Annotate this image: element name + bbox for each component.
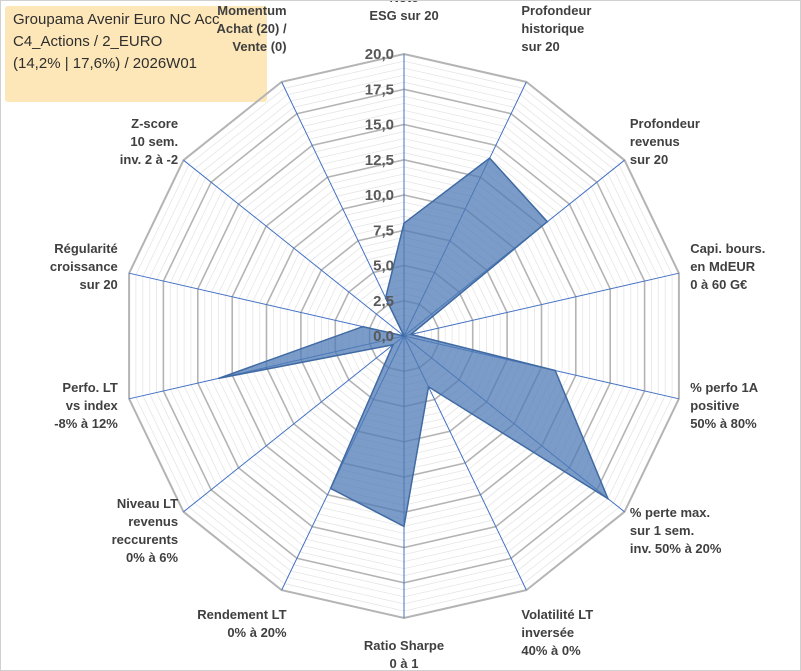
category-label-line: 50% à 80% <box>690 416 757 431</box>
category-label-line: 0% à 6% <box>126 550 178 565</box>
category-label-line: Niveau LT <box>117 496 178 511</box>
category-label-line: sur 1 sem. <box>630 523 694 538</box>
fund-category: C4_Actions / 2_EURO <box>13 33 163 50</box>
series-area <box>218 157 610 528</box>
category-label-line: Profondeur <box>630 116 700 131</box>
category-label-line: sur 20 <box>521 39 559 54</box>
category-label-line: Vente (0) <box>232 39 286 54</box>
category-label-line: 40% à 0% <box>521 643 581 658</box>
category-label-line: revenus <box>128 514 178 529</box>
category-label-line: 0% à 20% <box>227 625 287 640</box>
category-label-2: Profondeur revenus sur 20 <box>630 116 700 167</box>
category-label-line: Perfo. LT <box>62 380 117 395</box>
tick-label: 2,5 <box>373 293 394 310</box>
category-label-0: Note ESG sur 20 <box>369 1 438 23</box>
tick-label: 17,5 <box>365 81 394 98</box>
category-label-line: -8% à 12% <box>54 416 118 431</box>
category-label-line: Ratio Sharpe <box>364 638 444 653</box>
category-label-6: Volatilité LT inversée 40% à 0% <box>521 607 593 658</box>
tick-label: 15,0 <box>365 117 394 134</box>
radar-series <box>218 157 610 528</box>
category-label-line: sur 20 <box>630 152 668 167</box>
category-label-line: reccurents <box>112 532 178 547</box>
category-label-line: 0 à 1 <box>390 656 419 671</box>
spoke-11 <box>128 272 405 337</box>
category-label-line: Volatilité LT <box>521 607 593 622</box>
tick-label: 0,0 <box>373 328 394 345</box>
category-label-line: sur 20 <box>79 277 117 292</box>
category-label-line: Capi. bours. <box>690 241 765 256</box>
category-label-line: Momentum <box>217 3 286 18</box>
category-label-line: revenus <box>630 134 680 149</box>
category-labels: Note ESG sur 20 Profondeur historique sur 20… <box>50 1 765 671</box>
tick-label: 20,0 <box>365 46 394 63</box>
category-label-line: 10 sem. <box>130 134 178 149</box>
category-label-11: Régularité croissance sur 20 <box>50 241 118 292</box>
category-label-7: Ratio Sharpe 0 à 1 <box>364 638 444 671</box>
category-label-1: Profondeur historique sur 20 <box>521 3 591 54</box>
category-label-line: % perte max. <box>630 505 710 520</box>
category-label-line: inversée <box>521 625 574 640</box>
category-label-line: inv. 50% à 20% <box>630 541 722 556</box>
category-label-line: positive <box>690 398 739 413</box>
spoke-12 <box>183 159 405 337</box>
category-label-10: Perfo. LT vs index -8% à 12% <box>54 380 118 431</box>
category-label-12: Z-score 10 sem. inv. 2 à -2 <box>120 116 178 167</box>
category-label-line: Profondeur <box>521 3 591 18</box>
category-label-line: Note <box>390 1 419 5</box>
category-label-9: Niveau LT revenus reccurents 0% à 6% <box>112 496 179 565</box>
tick-label: 5,0 <box>373 258 394 275</box>
radial-tick-labels: 0,0 2,5 5,0 7,5 10,0 12,5 15,0 17,5 20,0 <box>365 46 394 345</box>
category-label-line: Rendement LT <box>197 607 286 622</box>
category-label-4: % perfo 1A positive 50% à 80% <box>690 380 759 431</box>
tick-label: 7,5 <box>373 222 394 239</box>
category-label-line: vs index <box>66 398 119 413</box>
category-label-13: Momentum Achat (20) / Vente (0) <box>217 3 287 54</box>
category-label-line: historique <box>521 21 584 36</box>
category-label-8: Rendement LT 0% à 20% <box>197 607 287 640</box>
fund-name: Groupama Avenir Euro NC Acc <box>13 11 220 28</box>
category-label-line: Z-score <box>131 116 178 131</box>
tick-label: 12,5 <box>365 152 394 169</box>
category-label-5: % perte max. sur 1 sem. inv. 50% à 20% <box>630 505 722 556</box>
category-label-line: 0 à 60 G€ <box>690 277 747 292</box>
spoke-3 <box>403 272 680 337</box>
category-label-line: Achat (20) / <box>217 21 287 36</box>
category-label-line: croissance <box>50 259 118 274</box>
fund-stats: (14,2% | 17,6%) / 2026W01 <box>13 55 197 72</box>
category-label-line: % perfo 1A <box>690 380 759 395</box>
category-label-line: Régularité <box>54 241 118 256</box>
spoke-13 <box>281 81 405 337</box>
spoke-9 <box>183 335 405 513</box>
tick-label: 10,0 <box>365 187 394 204</box>
category-label-line: inv. 2 à -2 <box>120 152 178 167</box>
category-label-line: ESG sur 20 <box>369 8 438 23</box>
chart-title-box: Groupama Avenir Euro NC Acc C4_Actions /… <box>5 6 267 102</box>
category-label-3: Capi. bours. en MdEUR 0 à 60 G€ <box>690 241 765 292</box>
category-label-line: en MdEUR <box>690 259 756 274</box>
